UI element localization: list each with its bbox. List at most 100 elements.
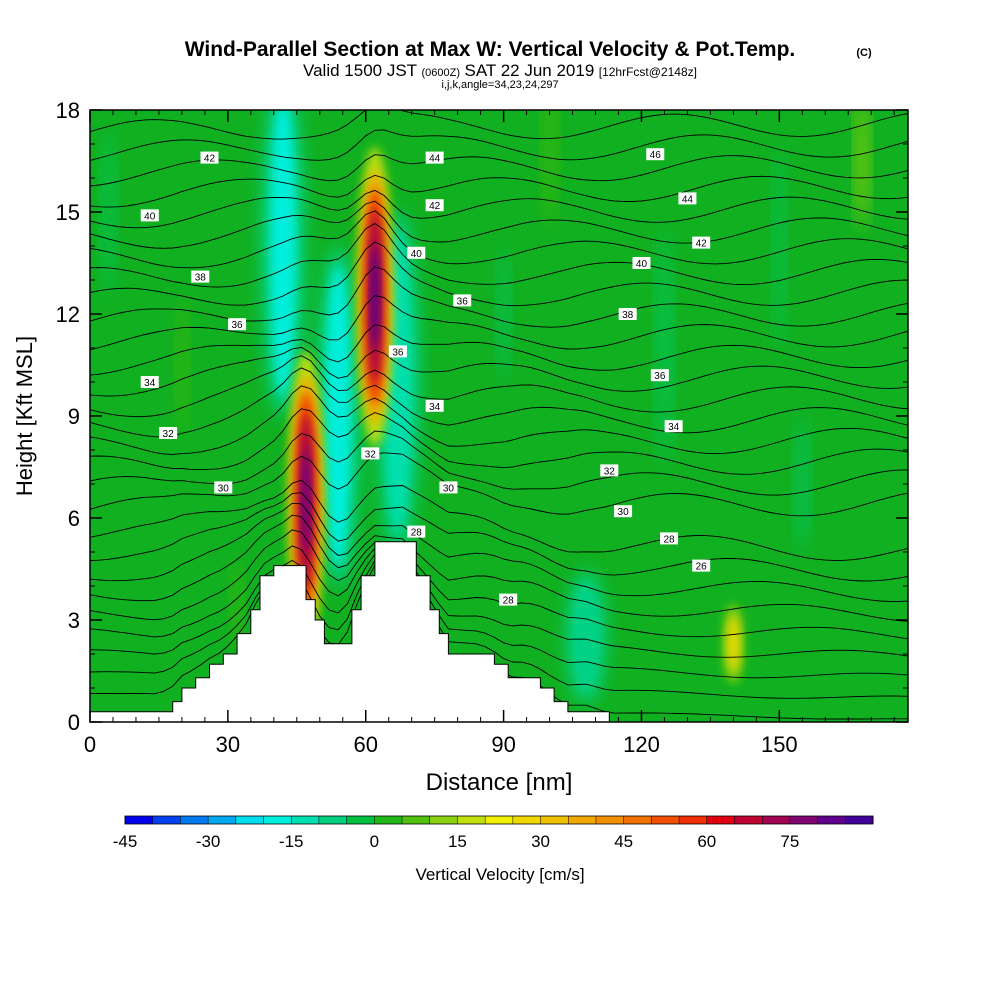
velocity-field xyxy=(102,110,868,702)
chart-subtitle: Valid 1500 JST (0600Z) SAT 22 Jun 2019 [… xyxy=(303,61,697,80)
isentrope-label: 38 xyxy=(191,270,210,284)
colorbar-swatch xyxy=(402,816,431,824)
isentrope-line xyxy=(90,502,908,602)
svg-text:40: 40 xyxy=(636,259,648,270)
y-tick-label: 18 xyxy=(56,98,80,123)
colorbar-tick-label: -15 xyxy=(279,832,304,851)
isentrope-line xyxy=(90,529,908,640)
isentrope-line xyxy=(90,492,908,582)
colorbar-swatch xyxy=(817,816,846,824)
svg-text:32: 32 xyxy=(604,466,616,477)
colorbar-tick-label: 75 xyxy=(780,832,799,851)
svg-text:36: 36 xyxy=(392,347,404,358)
svg-text:38: 38 xyxy=(622,310,634,321)
colorbar-swatch xyxy=(595,816,625,824)
x-tick-label: 30 xyxy=(216,732,240,757)
colorbar-label: Vertical Velocity [cm/s] xyxy=(415,865,584,884)
y-tick-label: 3 xyxy=(68,608,80,633)
isentrope-line xyxy=(90,189,908,229)
valid-date: SAT 22 Jun 2019 xyxy=(464,61,594,80)
colorbar-swatch xyxy=(208,816,237,824)
isentrope-label: 30 xyxy=(214,481,233,494)
svg-text:32: 32 xyxy=(163,429,175,440)
isentrope-label: 30 xyxy=(439,481,458,494)
colorbar-swatch xyxy=(152,816,181,824)
isentrope-label: 36 xyxy=(453,294,472,307)
isentrope-label: 26 xyxy=(692,559,711,573)
x-tick-label: 150 xyxy=(761,732,798,757)
colorbar-swatch xyxy=(235,816,264,824)
isentrope-label: 38 xyxy=(618,308,637,321)
isentrope-label: 36 xyxy=(228,318,247,331)
isentrope-label: 36 xyxy=(650,369,669,382)
isentrope-label: 28 xyxy=(660,532,679,545)
isentrope-line xyxy=(90,452,908,517)
isentrope-line xyxy=(90,222,908,288)
plot-area: 42 44 46 40 42 44 42 40 40 38 36 38 36 36 34 36 34 34 32 32… xyxy=(90,110,908,722)
isentrope-line xyxy=(90,560,908,699)
x-tick-label: 60 xyxy=(353,732,377,757)
svg-text:34: 34 xyxy=(429,402,441,413)
isentrope-label: 34 xyxy=(140,376,159,389)
isentrope-label: 36 xyxy=(388,345,407,358)
x-axis-label: Distance [nm] xyxy=(426,769,573,796)
isentrope-label: 46 xyxy=(646,148,665,161)
svg-text:34: 34 xyxy=(144,378,156,389)
isentrope-line xyxy=(90,110,908,140)
isentrope-label: 34 xyxy=(664,420,683,433)
svg-text:28: 28 xyxy=(411,528,423,539)
colorbar-swatch xyxy=(540,816,569,824)
field-patch xyxy=(498,246,509,382)
svg-text:28: 28 xyxy=(663,534,675,545)
grid-indices: i,j,k,angle=34,23,24,297 xyxy=(441,79,558,91)
plot-background xyxy=(90,110,908,722)
colorbar-swatch xyxy=(457,816,486,824)
colorbar-tick-label: 0 xyxy=(370,832,379,851)
x-tick-label: 120 xyxy=(623,732,660,757)
updraft-core xyxy=(371,244,379,350)
svg-text:44: 44 xyxy=(429,154,441,165)
isentrope-label: 44 xyxy=(678,192,697,205)
isentrope-line xyxy=(90,355,908,418)
svg-text:42: 42 xyxy=(696,239,708,250)
colorbar-swatch xyxy=(706,816,735,824)
colorbar: -45 -30 -15 0 15 30 45 60 75 xyxy=(113,815,874,851)
isentrope-label: 42 xyxy=(425,199,444,212)
isentrope-label: 42 xyxy=(692,236,711,250)
y-axis-label: Height [Kft MSL] xyxy=(12,336,37,496)
isentrope-label: 40 xyxy=(140,209,159,222)
x-tick-label: 90 xyxy=(491,732,515,757)
isentrope-line xyxy=(90,129,908,161)
svg-text:36: 36 xyxy=(654,371,666,382)
colorbar-swatch xyxy=(429,816,458,824)
colorbar-swatch xyxy=(734,816,763,824)
svg-text:44: 44 xyxy=(682,194,694,205)
isentrope-label: 28 xyxy=(499,593,518,607)
field-patch xyxy=(232,560,242,646)
colorbar-tick-label: -45 xyxy=(113,832,138,851)
isentrope-label: 32 xyxy=(361,447,380,460)
isentrope-line xyxy=(90,324,908,376)
field-patch xyxy=(774,144,784,348)
colorbar-tick-label: -30 xyxy=(196,832,221,851)
downdraft-core xyxy=(326,266,351,566)
isentrope-line xyxy=(90,367,908,438)
svg-text:34: 34 xyxy=(668,422,680,433)
isentrope-line xyxy=(90,210,908,269)
field-patch xyxy=(856,110,868,229)
colorbar-swatch xyxy=(318,816,348,824)
colorbar-swatch xyxy=(180,816,209,824)
isentrope-line xyxy=(90,266,908,328)
svg-text:38: 38 xyxy=(195,273,207,284)
isentrope-line xyxy=(90,553,908,679)
colorbar-tick-label: 15 xyxy=(448,832,467,851)
isentrope-label: 42 xyxy=(200,151,219,165)
isentrope-labels: 42 44 46 40 42 44 42 40 40 38 36 38 36 36 34 36 34 34 32 32… xyxy=(140,148,711,607)
colorbar-swatch xyxy=(845,816,874,824)
copyright-mark: (C) xyxy=(856,47,872,59)
svg-text:36: 36 xyxy=(231,320,243,331)
colorbar-tick-label: 30 xyxy=(531,832,550,851)
colorbar-swatch xyxy=(346,816,375,824)
forecast-info: [12hrFcst@2148z] xyxy=(599,65,697,79)
field-patch xyxy=(544,110,556,229)
